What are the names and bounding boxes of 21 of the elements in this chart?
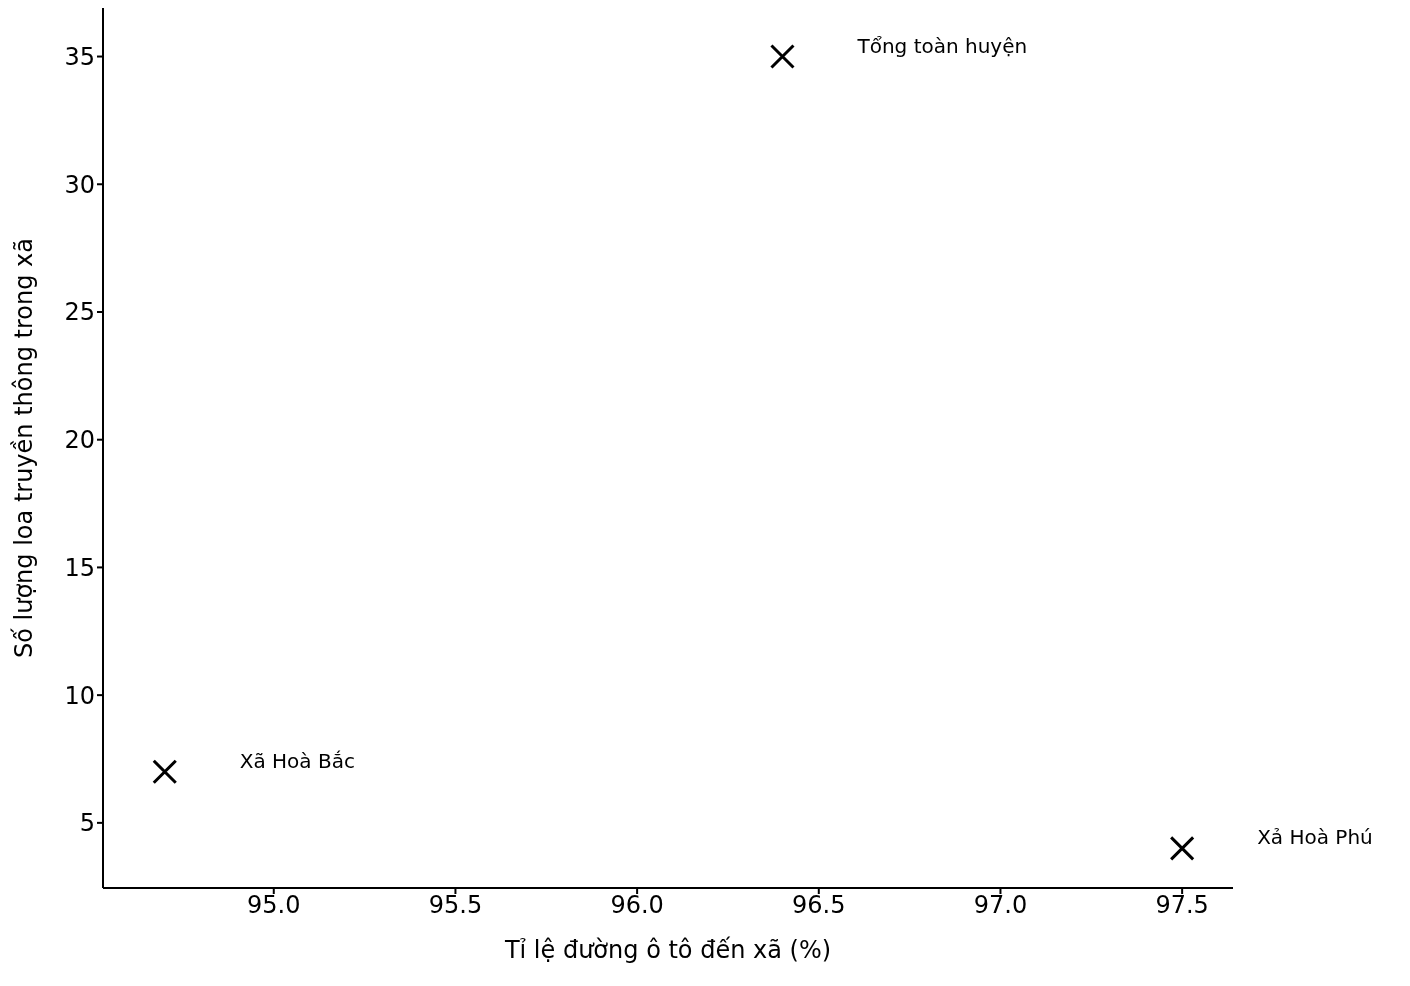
- y-axis-title: Số lượng loa truyền thông trong xã: [9, 238, 38, 658]
- y-tick-label: 25: [64, 298, 95, 327]
- y-tick-label: 10: [64, 681, 95, 710]
- y-tick-label: 30: [64, 170, 95, 199]
- y-tick-label: 15: [64, 553, 95, 582]
- point: [1169, 835, 1195, 861]
- y-tick-label: 5: [79, 809, 95, 838]
- point: [152, 759, 178, 785]
- x-axis-title: Tỉ lệ đường ô tô đến xã (%): [503, 936, 832, 964]
- x-tick-label: 96.0: [610, 891, 664, 920]
- annotation: Xã Hoà Bắc: [239, 748, 355, 773]
- point: [769, 44, 795, 70]
- x-tick-label: 95.0: [247, 891, 301, 920]
- y-tick-label: 35: [64, 43, 95, 72]
- text: Xả Hoà Phú: [1257, 825, 1373, 850]
- x-tick-label: 95.5: [428, 891, 483, 920]
- x-tick-label: 96.5: [792, 891, 846, 920]
- x-tick-label: 97.0: [973, 891, 1028, 920]
- y-tick-label: 20: [64, 426, 95, 455]
- x-tick-label: 97.5: [1155, 891, 1209, 920]
- annotation: Tổng toàn huyện: [856, 33, 1028, 58]
